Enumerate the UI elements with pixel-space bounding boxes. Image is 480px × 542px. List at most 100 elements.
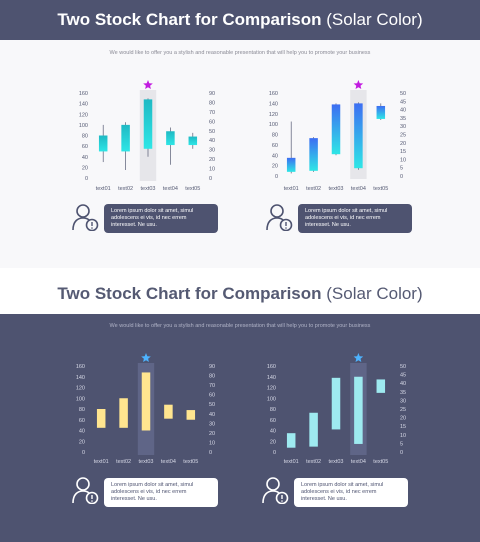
stock-chart-left: 0 20 40 60 80 100 120 140 160 0 10 20 30 40 50 60 70 80 90… (76, 353, 215, 465)
title-band (0, 0, 480, 40)
person-alert-icon (72, 204, 99, 231)
left-tick-label: 100 (79, 123, 88, 129)
right-tick-label: 25 (400, 133, 406, 139)
right-tick-label: 50 (400, 91, 406, 97)
candle-body (141, 372, 151, 431)
right-tick-label: 70 (209, 110, 215, 116)
category-label: text05 (373, 186, 388, 192)
left-tick-label: 140 (76, 375, 85, 381)
category-label: text03 (329, 186, 344, 192)
right-tick-label: 90 (209, 91, 215, 97)
category-label: text04 (351, 186, 366, 192)
right-tick-label: 20 (400, 141, 406, 147)
left-tick-label: 120 (269, 112, 278, 118)
right-tick-label: 45 (400, 99, 406, 105)
star-icon (353, 80, 364, 89)
callout-right: Lorem ipsum dolor sit amet, simul adoles… (298, 204, 412, 233)
candle-body (376, 105, 386, 119)
right-tick-label: 10 (400, 157, 406, 163)
left-tick-label: 0 (85, 176, 88, 182)
left-tick-label: 100 (76, 396, 85, 402)
right-tick-label: 15 (400, 149, 406, 155)
left-tick-label: 0 (82, 450, 85, 456)
person-alert-icon (262, 477, 289, 504)
candle-body (188, 136, 198, 146)
left-tick-label: 160 (79, 91, 88, 97)
right-tick-label: 90 (209, 364, 215, 370)
candle-body (286, 157, 296, 172)
category-label: text02 (306, 186, 321, 192)
subtitle: We would like to offer you a stylish and… (109, 50, 371, 56)
left-tick-label: 0 (275, 174, 278, 180)
right-tick-label: 10 (209, 167, 215, 173)
left-tick-label: 40 (82, 155, 88, 161)
candle-body (121, 124, 130, 152)
right-tick-label: 30 (209, 148, 215, 154)
right-tick-label: 20 (209, 431, 215, 437)
left-tick-label: 140 (269, 101, 278, 107)
left-tick-label: 160 (76, 364, 85, 370)
left-tick-label: 140 (79, 102, 88, 108)
right-tick-label: 20 (209, 157, 215, 163)
right-tick-label: 40 (209, 138, 215, 144)
callout-left: Lorem ipsum dolor sit amet, simul adoles… (104, 478, 218, 507)
right-tick-label: 50 (209, 402, 215, 408)
category-label: text04 (163, 186, 178, 192)
right-tick-label: 5 (400, 166, 403, 172)
category-label: text02 (116, 459, 131, 465)
right-tick-label: 70 (209, 383, 215, 389)
candle-body (164, 404, 173, 419)
callout-right: Lorem ipsum dolor sit amet, simul adoles… (294, 478, 408, 507)
category-label: text02 (118, 186, 133, 192)
slide-title: Two Stock Chart for Comparison (Solar Co… (0, 284, 480, 304)
category-label: text01 (284, 186, 299, 192)
right-tick-label: 30 (209, 421, 215, 427)
left-tick-label: 20 (272, 164, 278, 170)
title-bold: Two Stock Chart for Comparison (57, 284, 322, 303)
candle-body (166, 131, 175, 146)
category-label: text03 (141, 186, 156, 192)
right-tick-label: 10 (209, 440, 215, 446)
category-label: text05 (185, 186, 200, 192)
left-tick-label: 80 (82, 134, 88, 140)
left-tick-label: 60 (79, 418, 85, 424)
candle-body (119, 398, 128, 428)
candle-body (98, 135, 108, 152)
title-bold: Two Stock Chart for Comparison (57, 10, 322, 29)
right-tick-label: 0 (400, 174, 403, 180)
left-tick-label: 20 (79, 439, 85, 445)
left-tick-label: 20 (82, 165, 88, 171)
highlight-column (350, 90, 367, 179)
candle-body (331, 104, 341, 155)
right-tick-label: 60 (209, 393, 215, 399)
star-icon (143, 80, 153, 89)
subtitle: We would like to offer you a stylish and… (109, 323, 371, 329)
right-tick-label: 0 (209, 450, 212, 456)
right-tick-label: 60 (209, 119, 215, 125)
left-tick-label: 40 (272, 153, 278, 159)
left-tick-label: 80 (79, 407, 85, 413)
person-alert-icon (72, 477, 99, 504)
left-tick-label: 100 (269, 122, 278, 128)
title-light: (Solar Color) (326, 10, 423, 29)
right-tick-label: 0 (209, 176, 212, 182)
category-label: text03 (139, 459, 154, 465)
left-tick-label: 60 (272, 143, 278, 149)
stock-chart-left: 0 20 40 60 80 100 120 140 160 0 10 20 30 40 50 60 70 80 90… (79, 80, 215, 192)
right-tick-label: 80 (209, 100, 215, 106)
right-tick-label: 30 (400, 124, 406, 130)
right-tick-label: 35 (400, 116, 406, 122)
left-tick-label: 80 (272, 133, 278, 139)
right-tick-label: 80 (209, 374, 215, 380)
star-icon (141, 353, 151, 362)
left-tick-label: 60 (82, 144, 88, 150)
right-tick-label: 50 (209, 129, 215, 135)
candle-body (309, 138, 318, 171)
left-tick-label: 160 (269, 91, 278, 97)
category-label: text05 (183, 459, 198, 465)
left-tick-label: 40 (79, 429, 85, 435)
slide-light: Two Stock Chart for Comparison (Solar Co… (0, 0, 480, 268)
slide-dark: Two Stock Chart for Comparison (Solar Co… (0, 274, 480, 542)
right-tick-label: 40 (400, 108, 406, 114)
callout-left: Lorem ipsum dolor sit amet, simul adoles… (104, 204, 218, 233)
